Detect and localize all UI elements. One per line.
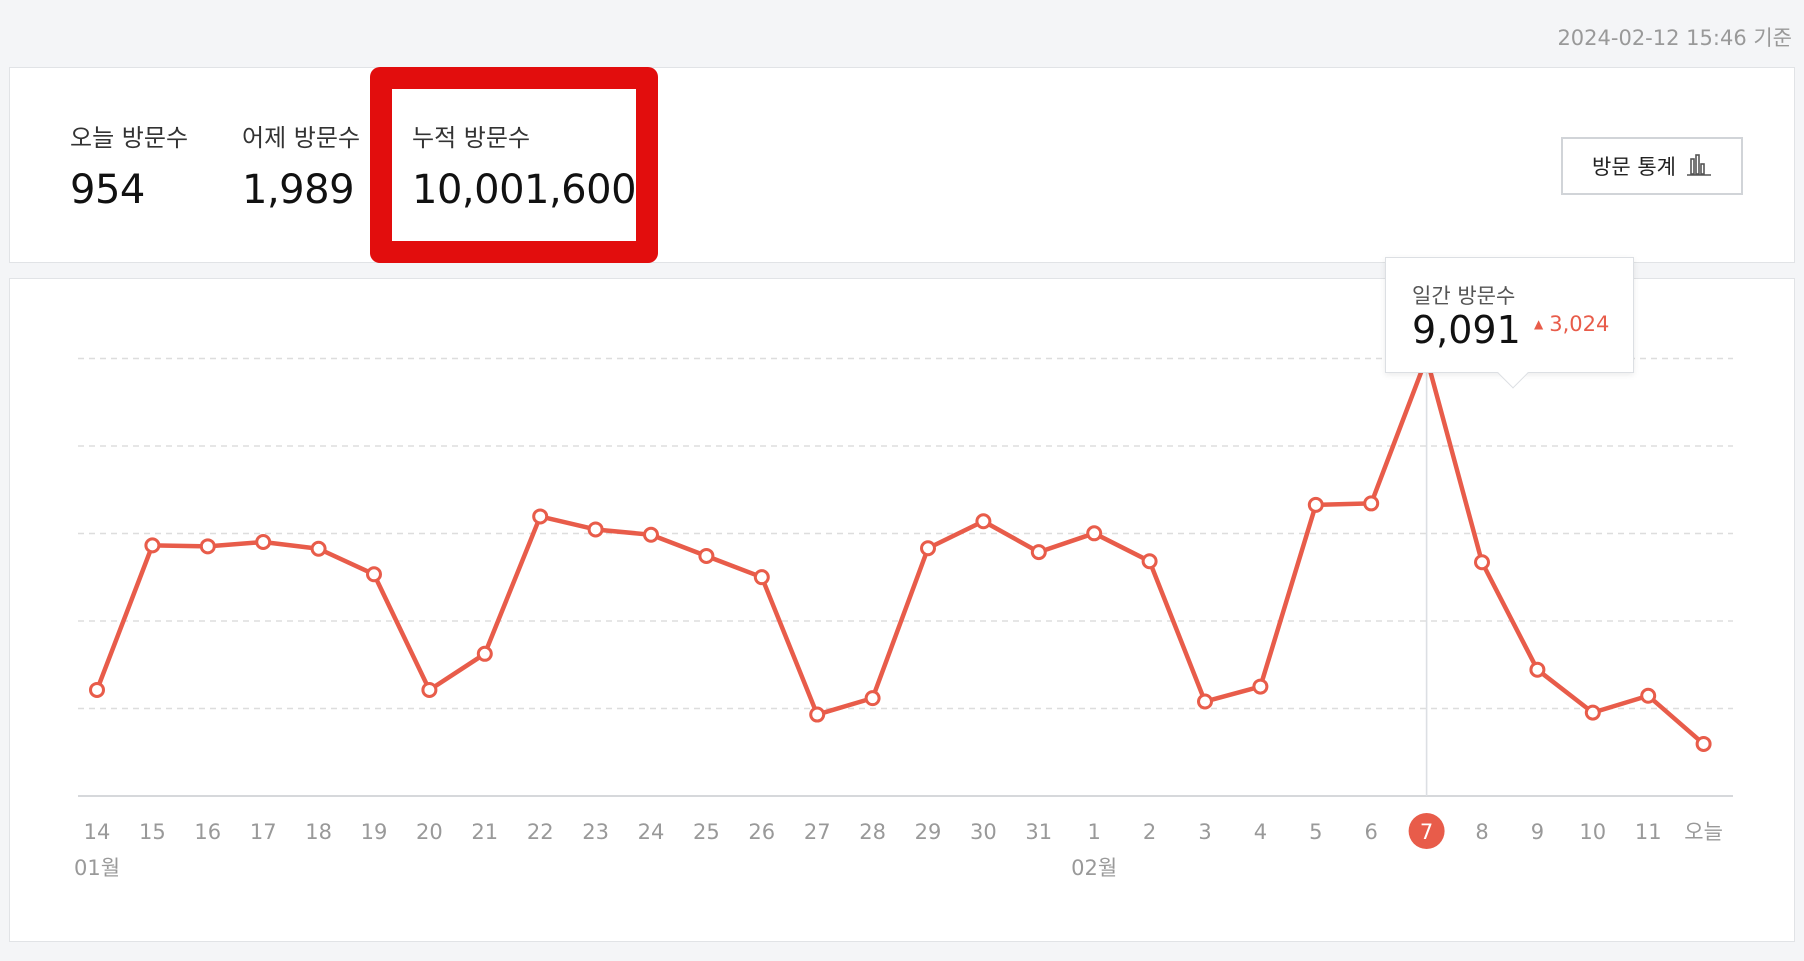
data-point bbox=[144, 537, 161, 554]
data-point bbox=[643, 526, 659, 543]
tooltip-value: 9,091 bbox=[1412, 308, 1521, 352]
x-tick-label: 11 bbox=[1635, 820, 1662, 844]
x-tick-label: 7 bbox=[1420, 820, 1433, 844]
x-tick-label: 오늘 bbox=[1684, 820, 1723, 844]
x-tick-label: 16 bbox=[194, 820, 221, 844]
x-tick-label: 29 bbox=[915, 820, 942, 844]
stat-today-label: 오늘 방문수 bbox=[70, 124, 189, 152]
x-tick-label: 23 bbox=[582, 820, 609, 844]
x-tick-label: 27 bbox=[804, 820, 831, 844]
x-tick-label: 25 bbox=[693, 820, 720, 844]
data-point bbox=[1640, 687, 1657, 704]
x-tick-label: 1 bbox=[1088, 820, 1101, 844]
stats-card: 오늘 방문수 954 어제 방문수 1,989 누적 방문수 10,001,60… bbox=[9, 67, 1795, 263]
bar-chart-icon bbox=[1686, 154, 1711, 176]
stat-yesterday: 어제 방문수 1,989 bbox=[242, 118, 360, 213]
x-tick-label: 26 bbox=[748, 820, 775, 844]
x-tick-label: 20 bbox=[416, 820, 443, 844]
x-tick-label: 10 bbox=[1579, 820, 1606, 844]
visits-line-chart: 14 15 16 17 18 19 20 21 22 23 24 25 26 27 28 29 30 31 1 2 3 4… bbox=[74, 349, 1733, 880]
x-tick-label: 2 bbox=[1143, 820, 1156, 844]
x-tick-label: 14 bbox=[84, 820, 111, 844]
x-tick-label: 19 bbox=[361, 820, 388, 844]
stat-yesterday-value: 1,989 bbox=[242, 167, 355, 213]
data-point bbox=[1030, 544, 1047, 561]
data-point bbox=[809, 706, 826, 723]
data-point bbox=[1529, 661, 1546, 678]
x-tick-label: 31 bbox=[1025, 820, 1052, 844]
x-tick-label: 28 bbox=[859, 820, 886, 844]
data-point bbox=[366, 566, 382, 583]
chart-card: 14 15 16 17 18 19 20 21 22 23 24 25 26 27 28 29 30 31 1 2 3 4… bbox=[9, 278, 1795, 942]
data-point bbox=[975, 513, 992, 530]
data-point bbox=[1474, 554, 1490, 571]
data-point bbox=[864, 690, 881, 707]
x-tick-label: 24 bbox=[638, 820, 665, 844]
stat-total-label: 누적 방문수 bbox=[412, 124, 531, 152]
chart-tooltip: 일간 방문수 9,091 ▲ 3,024 bbox=[1385, 257, 1634, 389]
series-line bbox=[94, 355, 1706, 747]
data-point bbox=[1086, 525, 1103, 542]
x-tick-label: 22 bbox=[527, 820, 554, 844]
data-point bbox=[421, 681, 438, 698]
x-tick-label: 5 bbox=[1309, 820, 1322, 844]
data-point bbox=[1584, 704, 1601, 721]
data-point bbox=[199, 538, 216, 555]
stat-total-value: 10,001,600 bbox=[412, 167, 637, 213]
stat-yesterday-label: 어제 방문수 bbox=[242, 124, 361, 152]
data-point bbox=[1252, 678, 1269, 695]
data-point bbox=[89, 681, 105, 698]
stat-total: 누적 방문수 10,001,600 bbox=[412, 118, 637, 213]
month-label: 02월 bbox=[1071, 856, 1117, 880]
x-tick-label: 3 bbox=[1198, 820, 1211, 844]
data-point bbox=[1197, 693, 1213, 710]
data-point bbox=[698, 547, 715, 564]
x-tick-label: 15 bbox=[139, 820, 166, 844]
triangle-up-icon: ▲ bbox=[1534, 317, 1544, 331]
month-label: 01월 bbox=[74, 856, 120, 880]
data-point bbox=[255, 533, 272, 550]
x-tick-label: 6 bbox=[1365, 820, 1378, 844]
tooltip-label: 일간 방문수 bbox=[1412, 284, 1516, 308]
data-point bbox=[587, 521, 604, 538]
x-tick-label: 8 bbox=[1475, 820, 1488, 844]
x-tick-label: 9 bbox=[1531, 820, 1544, 844]
data-point bbox=[1695, 735, 1712, 752]
tick-highlight-circle bbox=[1408, 813, 1445, 849]
tooltip-change-value: 3,024 bbox=[1549, 312, 1610, 336]
timestamp: 2024-02-12 15:46 기준 bbox=[1557, 26, 1792, 50]
data-point bbox=[1141, 553, 1158, 570]
data-point bbox=[1307, 496, 1324, 513]
visit-stats-button-label: 방문 통계 bbox=[1592, 155, 1676, 179]
data-point bbox=[1363, 495, 1380, 512]
x-tick-label: 4 bbox=[1254, 820, 1267, 844]
stat-today: 오늘 방문수 954 bbox=[70, 118, 188, 213]
x-tick-label: 21 bbox=[471, 820, 498, 844]
data-point bbox=[310, 540, 327, 557]
tooltip-change: ▲ 3,024 bbox=[1534, 312, 1609, 336]
data-point bbox=[532, 508, 549, 525]
data-point bbox=[476, 645, 493, 662]
visit-stats-button[interactable]: 방문 통계 bbox=[1561, 137, 1743, 195]
stat-today-value: 954 bbox=[70, 167, 145, 213]
data-point bbox=[753, 569, 770, 586]
x-tick-label: 17 bbox=[250, 820, 277, 844]
data-point bbox=[920, 540, 936, 557]
x-tick-label: 30 bbox=[970, 820, 997, 844]
x-tick-label: 18 bbox=[305, 820, 332, 844]
